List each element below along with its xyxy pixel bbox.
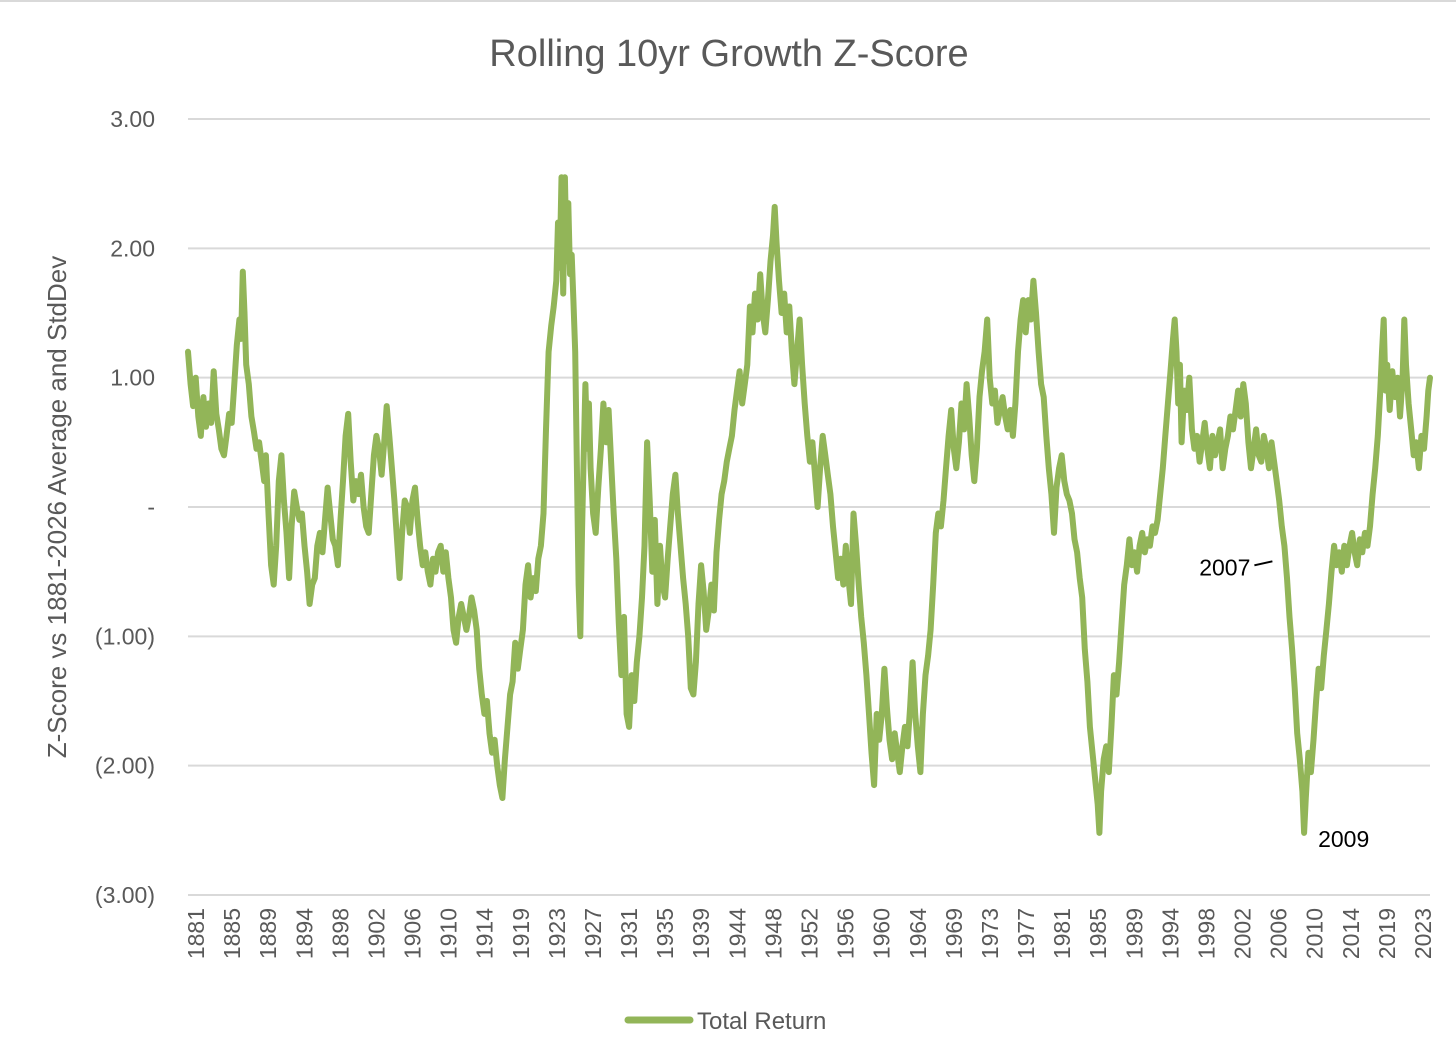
chart-title: Rolling 10yr Growth Z-Score xyxy=(489,33,968,75)
series-line-total-return xyxy=(185,174,1433,836)
x-tick-label: 1969 xyxy=(941,908,967,959)
y-tick-label: 2.00 xyxy=(110,235,155,261)
x-tick-label: 1881 xyxy=(183,908,209,959)
x-axis-ticks: 1881 1885 1889 1894 1898 1902 1906 1910 1914 1919… xyxy=(183,908,1436,959)
legend-label-total-return: Total Return xyxy=(697,1008,826,1035)
x-tick-label: 1889 xyxy=(255,908,281,959)
x-tick-label: 1927 xyxy=(580,908,606,959)
x-tick-label: 1914 xyxy=(472,908,498,959)
top-border xyxy=(0,0,1456,2)
x-tick-label: 2010 xyxy=(1302,908,1328,959)
x-tick-label: 2006 xyxy=(1266,908,1292,959)
legend: Total Return xyxy=(624,1008,826,1035)
x-tick-label: 1923 xyxy=(544,908,570,959)
y-axis-ticks: 3.00 2.00 1.00 - (1.00) (2.00) (3.00) xyxy=(95,106,155,908)
x-tick-label: 1994 xyxy=(1157,908,1183,959)
x-tick-label: 1948 xyxy=(760,908,786,959)
y-tick-label: (2.00) xyxy=(95,753,155,779)
x-tick-label: 1885 xyxy=(219,908,245,959)
x-tick-label: 1998 xyxy=(1193,908,1219,959)
x-tick-label: 1960 xyxy=(869,908,895,959)
y-tick-label: 3.00 xyxy=(110,106,155,132)
x-tick-label: 1919 xyxy=(508,908,534,959)
x-tick-label: 1894 xyxy=(291,908,317,959)
gridlines xyxy=(188,118,1430,896)
y-tick-label: 1.00 xyxy=(110,365,155,391)
annotations: 2007 2009 xyxy=(1199,554,1369,852)
x-tick-label: 1906 xyxy=(400,908,426,959)
x-tick-label: 1956 xyxy=(833,908,859,959)
x-tick-label: 2019 xyxy=(1374,908,1400,959)
y-tick-label: - xyxy=(147,494,155,520)
y-tick-label: (3.00) xyxy=(95,882,155,908)
y-tick-label: (1.00) xyxy=(95,623,155,649)
x-tick-label: 1973 xyxy=(977,908,1003,959)
x-tick-label: 1902 xyxy=(363,908,389,959)
x-tick-label: 1944 xyxy=(724,908,750,959)
y-axis-label: Z-Score vs 1881-2026 Average and StdDev xyxy=(42,256,72,759)
x-tick-label: 1985 xyxy=(1085,908,1111,959)
x-tick-label: 2002 xyxy=(1230,908,1256,959)
annotation-2009: 2009 xyxy=(1318,826,1369,852)
x-tick-label: 1981 xyxy=(1049,908,1075,959)
x-tick-label: 1935 xyxy=(652,908,678,959)
x-tick-label: 1931 xyxy=(616,908,642,959)
annotation-2007: 2007 xyxy=(1199,554,1250,580)
x-tick-label: 1964 xyxy=(905,908,931,959)
x-tick-label: 2023 xyxy=(1410,908,1436,959)
x-tick-label: 1977 xyxy=(1013,908,1039,959)
x-tick-label: 1898 xyxy=(327,908,353,959)
annotation-leader-2007 xyxy=(1254,560,1273,567)
x-tick-label: 1939 xyxy=(688,908,714,959)
x-tick-label: 1952 xyxy=(797,908,823,959)
x-tick-label: 1989 xyxy=(1121,908,1147,959)
x-tick-label: 1910 xyxy=(436,908,462,959)
series-layer xyxy=(185,174,1433,836)
x-tick-label: 2014 xyxy=(1338,908,1364,959)
